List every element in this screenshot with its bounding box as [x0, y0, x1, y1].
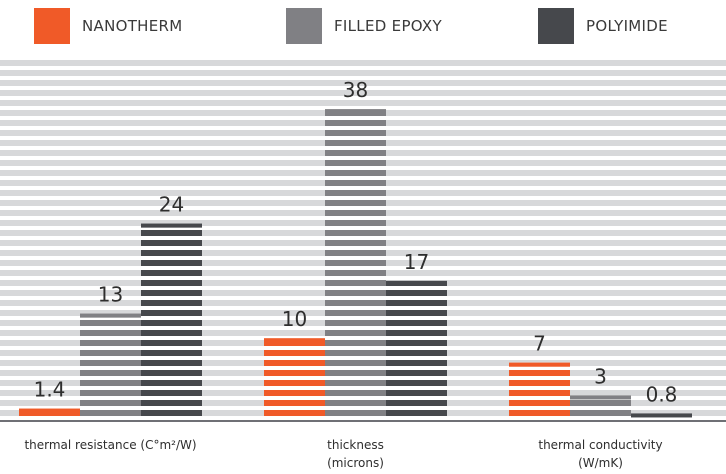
- value-label-polyimide-2: 0.8: [646, 382, 678, 406]
- bar-cap-polyimide-1: [386, 280, 447, 285]
- bar-nanotherm-0: [19, 408, 80, 420]
- bar-filled-epoxy-1: [325, 109, 386, 420]
- x-tick-label-2-1: (W/mK): [578, 456, 623, 470]
- x-tick-label-2-0: thermal conductivity: [538, 438, 662, 452]
- legend-label-nanotherm: NANOTHERM: [82, 17, 183, 35]
- bar-cap-filled-epoxy-0: [80, 313, 141, 318]
- x-tick-label-1-0: thickness: [327, 438, 384, 452]
- legend-item-polyimide: POLYIMIDE: [538, 8, 668, 44]
- x-tick-label-0-0: thermal resistance (C°m²/W): [24, 438, 196, 452]
- bar-cap-nanotherm-1: [264, 338, 325, 343]
- value-label-nanotherm-2: 7: [533, 332, 546, 356]
- bar-cap-polyimide-2: [631, 413, 692, 418]
- bars-group: [19, 109, 692, 420]
- x-tick-label-1-1: (microns): [327, 456, 384, 470]
- x-labels-group: thermal resistance (C°m²/W) thickness (mic…: [24, 438, 662, 470]
- value-label-filled-epoxy-1: 38: [343, 78, 368, 102]
- legend: NANOTHERM FILLED EPOXY POLYIMIDE: [0, 0, 726, 50]
- legend-label-polyimide: POLYIMIDE: [586, 17, 668, 35]
- bar-nanotherm-1: [264, 338, 325, 420]
- value-label-nanotherm-1: 10: [282, 307, 307, 331]
- bar-polyimide-1: [386, 280, 447, 420]
- bar-cap-nanotherm-2: [509, 362, 570, 367]
- bar-cap-filled-epoxy-1: [325, 109, 386, 114]
- bar-filled-epoxy-0: [80, 313, 141, 420]
- bar-cap-polyimide-0: [141, 223, 202, 228]
- legend-item-filled-epoxy: FILLED EPOXY: [286, 8, 442, 44]
- value-label-filled-epoxy-2: 3: [594, 364, 607, 388]
- bar-nanotherm-2: [509, 362, 570, 420]
- legend-swatch-filled-epoxy: [286, 8, 322, 44]
- bar-filled-epoxy-2: [570, 395, 631, 420]
- bar-polyimide-0: [141, 223, 202, 420]
- value-label-filled-epoxy-0: 13: [98, 283, 123, 307]
- value-label-nanotherm-0: 1.4: [34, 378, 66, 402]
- value-labels-group: 1.4 10 7 13 38 3 24 17 0.8: [34, 78, 678, 406]
- legend-label-filled-epoxy: FILLED EPOXY: [334, 17, 442, 35]
- bar-cap-filled-epoxy-2: [570, 395, 631, 400]
- legend-item-nanotherm: NANOTHERM: [34, 8, 183, 44]
- value-label-polyimide-1: 17: [404, 250, 429, 274]
- legend-swatch-polyimide: [538, 8, 574, 44]
- legend-swatch-nanotherm: [34, 8, 70, 44]
- bar-cap-nanotherm-0: [19, 408, 80, 413]
- value-label-polyimide-0: 24: [159, 193, 184, 217]
